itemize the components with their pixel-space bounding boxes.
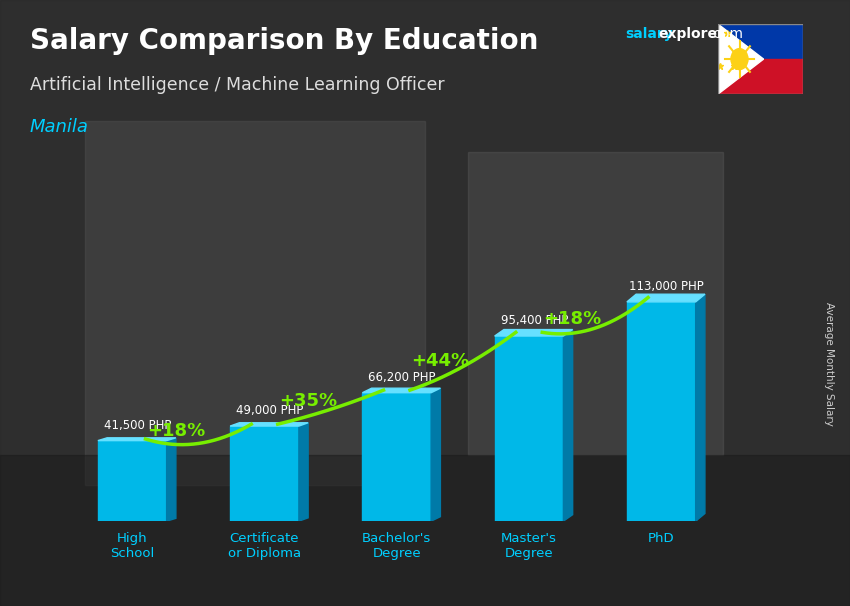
Polygon shape [362, 388, 440, 393]
Polygon shape [98, 438, 176, 441]
Text: 66,200 PHP: 66,200 PHP [368, 371, 436, 384]
Bar [718, 59, 803, 94]
Polygon shape [230, 423, 309, 426]
Polygon shape [564, 330, 573, 521]
Bar [0, 454, 850, 606]
Polygon shape [495, 330, 573, 336]
Text: 95,400 PHP: 95,400 PHP [501, 315, 568, 327]
Circle shape [731, 48, 748, 70]
Text: 41,500 PHP: 41,500 PHP [104, 419, 171, 432]
Text: +18%: +18% [543, 310, 602, 328]
Text: Artificial Intelligence / Machine Learning Officer: Artificial Intelligence / Machine Learni… [30, 76, 445, 94]
Bar [718, 24, 803, 59]
Text: Average Monthly Salary: Average Monthly Salary [824, 302, 834, 425]
Bar [230, 426, 299, 521]
Polygon shape [627, 294, 705, 302]
Bar [85, 121, 425, 485]
Bar [98, 441, 167, 521]
Text: 49,000 PHP: 49,000 PHP [236, 404, 303, 418]
Text: Salary Comparison By Education: Salary Comparison By Education [30, 27, 538, 55]
Text: +44%: +44% [411, 353, 469, 370]
Bar [495, 336, 564, 521]
Text: +35%: +35% [279, 392, 337, 410]
Polygon shape [718, 24, 763, 94]
Polygon shape [299, 423, 309, 521]
Text: salary: salary [625, 27, 672, 41]
Text: 113,000 PHP: 113,000 PHP [629, 280, 704, 293]
Text: explorer: explorer [659, 27, 724, 41]
Bar [627, 302, 695, 521]
Bar [362, 393, 431, 521]
Bar [468, 152, 722, 454]
Text: +18%: +18% [147, 422, 205, 440]
Text: Manila: Manila [30, 118, 88, 136]
Text: .com: .com [710, 27, 744, 41]
Polygon shape [431, 388, 440, 521]
Polygon shape [695, 294, 705, 521]
Polygon shape [167, 438, 176, 521]
